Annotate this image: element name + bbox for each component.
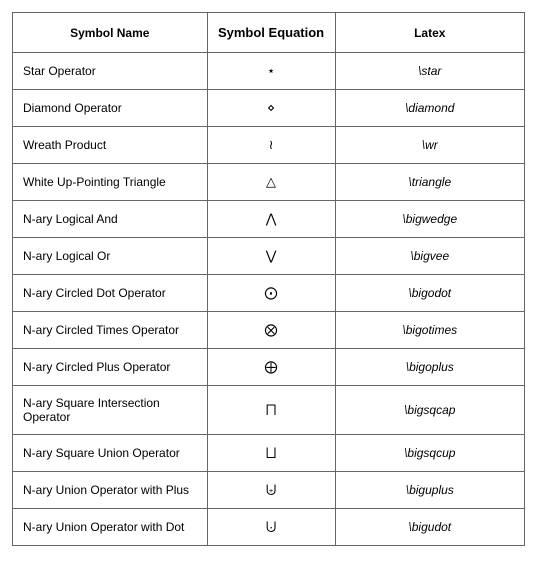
cell-symbol: ⨀: [207, 275, 335, 312]
table-row: N-ary Circled Dot Operator ⨀ \bigodot: [13, 275, 525, 312]
cell-symbol: ⨃: [207, 509, 335, 546]
cell-name: N-ary Logical Or: [13, 238, 208, 275]
cell-latex: \bigsqcup: [335, 435, 524, 472]
cell-latex: \bigwedge: [335, 201, 524, 238]
table-row: N-ary Union Operator with Plus ⨄ \bigupl…: [13, 472, 525, 509]
cell-latex: \diamond: [335, 90, 524, 127]
cell-latex: \bigudot: [335, 509, 524, 546]
cell-symbol: ⋁: [207, 238, 335, 275]
cell-name: N-ary Circled Times Operator: [13, 312, 208, 349]
cell-latex: \bigsqcap: [335, 386, 524, 435]
table-row: N-ary Logical And ⋀ \bigwedge: [13, 201, 525, 238]
cell-name: N-ary Circled Plus Operator: [13, 349, 208, 386]
latex-symbols-table: Symbol Name Symbol Equation Latex Star O…: [12, 12, 525, 546]
cell-symbol: ⨁: [207, 349, 335, 386]
cell-symbol: ⨂: [207, 312, 335, 349]
cell-name: Diamond Operator: [13, 90, 208, 127]
col-header-latex: Latex: [335, 13, 524, 53]
table-row: White Up-Pointing Triangle △ \triangle: [13, 164, 525, 201]
cell-latex: \triangle: [335, 164, 524, 201]
cell-symbol: ⋄: [207, 90, 335, 127]
cell-latex: \wr: [335, 127, 524, 164]
cell-symbol: ⨅: [207, 386, 335, 435]
cell-latex: \bigoplus: [335, 349, 524, 386]
table-row: Star Operator ⋆ \star: [13, 53, 525, 90]
cell-symbol: ⨆: [207, 435, 335, 472]
cell-name: N-ary Circled Dot Operator: [13, 275, 208, 312]
table-row: N-ary Square Intersection Operator ⨅ \bi…: [13, 386, 525, 435]
table-header-row: Symbol Name Symbol Equation Latex: [13, 13, 525, 53]
cell-latex: \bigodot: [335, 275, 524, 312]
cell-symbol: ≀: [207, 127, 335, 164]
table-row: N-ary Circled Times Operator ⨂ \bigotime…: [13, 312, 525, 349]
cell-name: N-ary Union Operator with Dot: [13, 509, 208, 546]
table-row: Diamond Operator ⋄ \diamond: [13, 90, 525, 127]
table-header: Symbol Name Symbol Equation Latex: [13, 13, 525, 53]
col-header-name: Symbol Name: [13, 13, 208, 53]
cell-name: Wreath Product: [13, 127, 208, 164]
cell-name: N-ary Square Union Operator: [13, 435, 208, 472]
cell-name: Star Operator: [13, 53, 208, 90]
col-header-symbol: Symbol Equation: [207, 13, 335, 53]
cell-symbol: ⋀: [207, 201, 335, 238]
cell-latex: \bigvee: [335, 238, 524, 275]
cell-name: N-ary Union Operator with Plus: [13, 472, 208, 509]
cell-name: N-ary Logical And: [13, 201, 208, 238]
cell-name: N-ary Square Intersection Operator: [13, 386, 208, 435]
table-row: N-ary Logical Or ⋁ \bigvee: [13, 238, 525, 275]
cell-latex: \bigotimes: [335, 312, 524, 349]
table-row: Wreath Product ≀ \wr: [13, 127, 525, 164]
cell-name: White Up-Pointing Triangle: [13, 164, 208, 201]
table-body: Star Operator ⋆ \star Diamond Operator ⋄…: [13, 53, 525, 546]
table-row: N-ary Square Union Operator ⨆ \bigsqcup: [13, 435, 525, 472]
cell-symbol: △: [207, 164, 335, 201]
cell-symbol: ⋆: [207, 53, 335, 90]
cell-symbol: ⨄: [207, 472, 335, 509]
table-row: N-ary Union Operator with Dot ⨃ \bigudot: [13, 509, 525, 546]
cell-latex: \star: [335, 53, 524, 90]
cell-latex: \biguplus: [335, 472, 524, 509]
table-row: N-ary Circled Plus Operator ⨁ \bigoplus: [13, 349, 525, 386]
